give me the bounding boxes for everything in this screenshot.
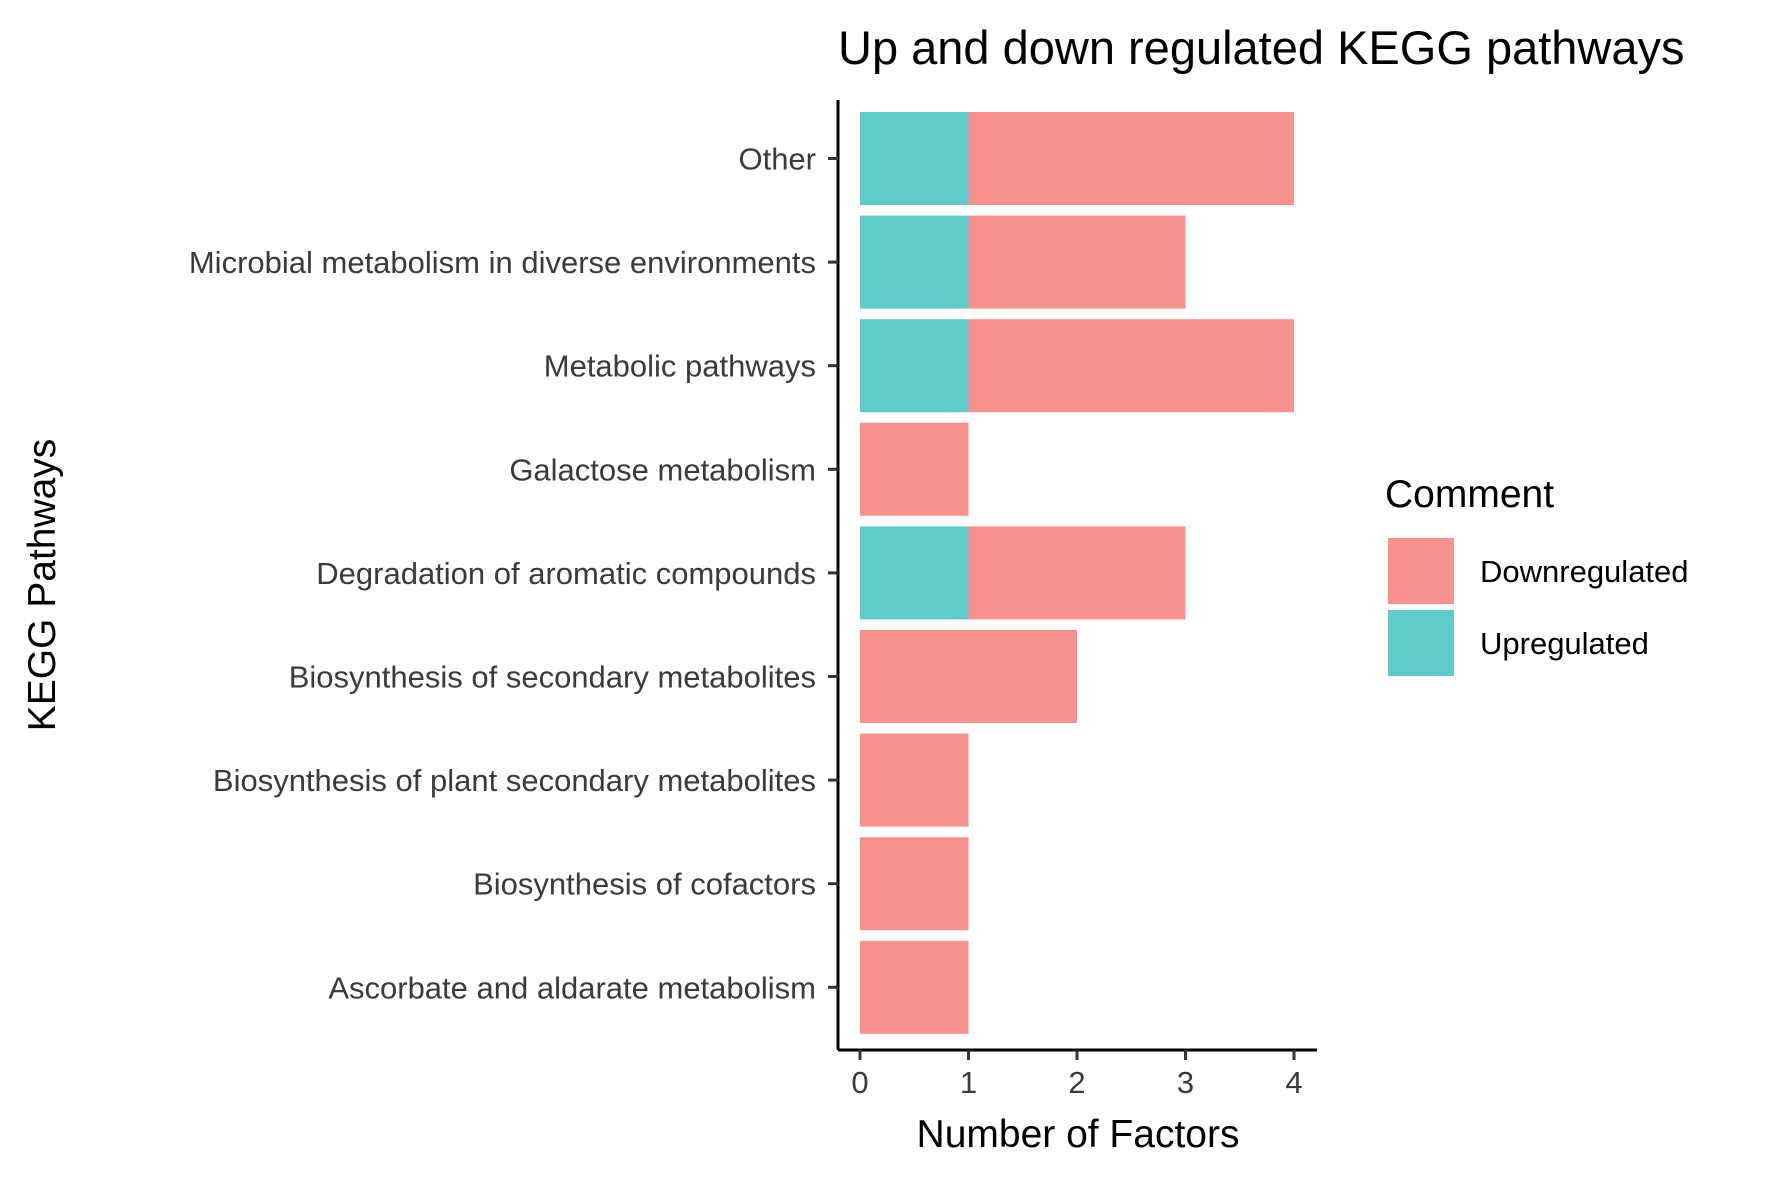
x-tick-label: 3 <box>1177 1065 1194 1100</box>
legend-label-downregulated: Downregulated <box>1480 554 1689 589</box>
y-tick-label: Galactose metabolism <box>509 452 816 487</box>
bar-downregulated-biosynthesis-of-secondary-metabolites <box>860 630 1077 723</box>
y-tick-label: Biosynthesis of plant secondary metaboli… <box>213 763 816 798</box>
x-axis-ticks: 0 1 2 3 4 <box>851 1050 1303 1100</box>
x-tick-label: 2 <box>1068 1065 1085 1100</box>
bar-downregulated-degradation-of-aromatic-compounds <box>968 526 1186 620</box>
x-tick-label: 1 <box>960 1065 977 1100</box>
bar-upregulated-other <box>860 112 969 205</box>
y-tick-label: Metabolic pathways <box>544 349 816 384</box>
chart-title: Up and down regulated KEGG pathways <box>838 21 1685 74</box>
y-tick-label: Biosynthesis of cofactors <box>473 867 816 902</box>
legend-title: Comment <box>1385 473 1554 516</box>
bar-downregulated-biosynthesis-of-plant-secondary-metabolites <box>860 733 969 827</box>
legend: Comment Downregulated Upregulated <box>1385 473 1689 676</box>
x-tick-label: 4 <box>1285 1065 1302 1100</box>
y-tick-label: Degradation of aromatic compounds <box>316 556 816 591</box>
x-tick-label: 0 <box>851 1065 868 1100</box>
legend-label-upregulated: Upregulated <box>1480 626 1649 661</box>
y-axis-labels: Other Microbial metabolism in diverse env… <box>189 142 838 1005</box>
bar-downregulated-other <box>968 112 1294 205</box>
legend-swatch-downregulated <box>1388 538 1454 604</box>
legend-swatch-upregulated <box>1388 610 1454 676</box>
y-axis-title: KEGG Pathways <box>21 439 64 732</box>
y-tick-label: Biosynthesis of secondary metabolites <box>289 660 816 695</box>
y-tick-label: Other <box>738 142 816 177</box>
plot-area <box>860 112 1294 1034</box>
bar-downregulated-biosynthesis-of-cofactors <box>860 837 969 931</box>
bar-downregulated-galactose-metabolism <box>860 422 969 516</box>
bar-downregulated-metabolic-pathways <box>968 319 1294 413</box>
y-tick-label: Microbial metabolism in diverse environm… <box>189 245 816 280</box>
bar-upregulated-degradation-of-aromatic-compounds <box>860 526 969 620</box>
bar-downregulated-microbial-metabolism-in-diverse-environments <box>968 215 1186 309</box>
y-tick-label: Ascorbate and aldarate metabolism <box>328 970 816 1005</box>
x-axis-title: Number of Factors <box>917 1113 1240 1156</box>
bar-upregulated-metabolic-pathways <box>860 319 969 413</box>
bar-upregulated-microbial-metabolism-in-diverse-environments <box>860 215 969 309</box>
bar-downregulated-ascorbate-and-aldarate-metabolism <box>860 940 969 1034</box>
